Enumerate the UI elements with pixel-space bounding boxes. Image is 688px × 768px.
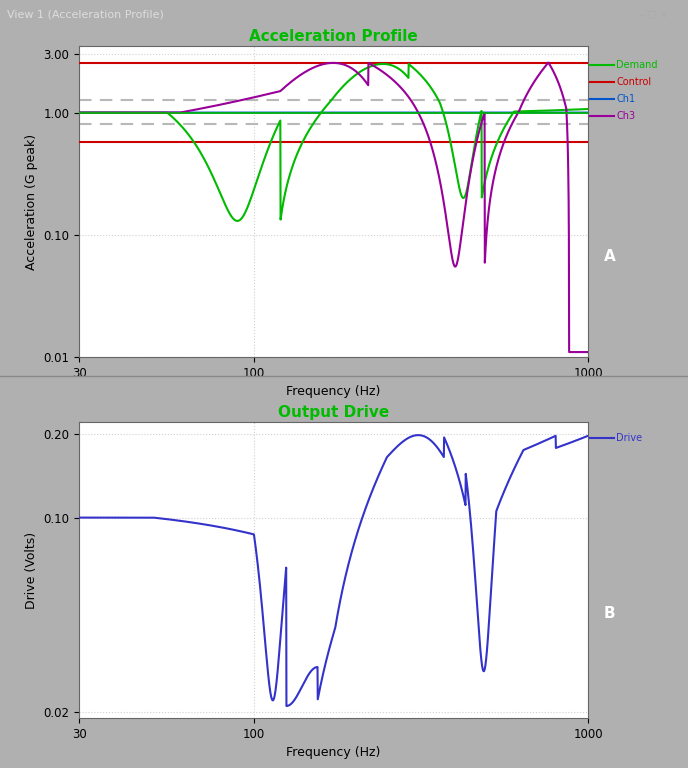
Text: Control: Control	[616, 77, 652, 88]
Text: View 1 (Acceleration Profile): View 1 (Acceleration Profile)	[7, 9, 164, 20]
X-axis label: Frequency (Hz): Frequency (Hz)	[286, 386, 381, 399]
Text: Ch3: Ch3	[616, 111, 636, 121]
Text: – □ ✕: – □ ✕	[639, 9, 667, 20]
Title: Output Drive: Output Drive	[278, 405, 389, 420]
Text: Ch1: Ch1	[616, 94, 636, 104]
X-axis label: Frequency (Hz): Frequency (Hz)	[286, 746, 381, 760]
Text: Demand: Demand	[616, 60, 658, 71]
Title: Acceleration Profile: Acceleration Profile	[249, 28, 418, 44]
Text: A: A	[603, 249, 616, 264]
Y-axis label: Acceleration (G peak): Acceleration (G peak)	[25, 134, 38, 270]
Text: B: B	[604, 606, 615, 621]
Text: Drive: Drive	[616, 432, 643, 443]
Y-axis label: Drive (Volts): Drive (Volts)	[25, 531, 38, 609]
